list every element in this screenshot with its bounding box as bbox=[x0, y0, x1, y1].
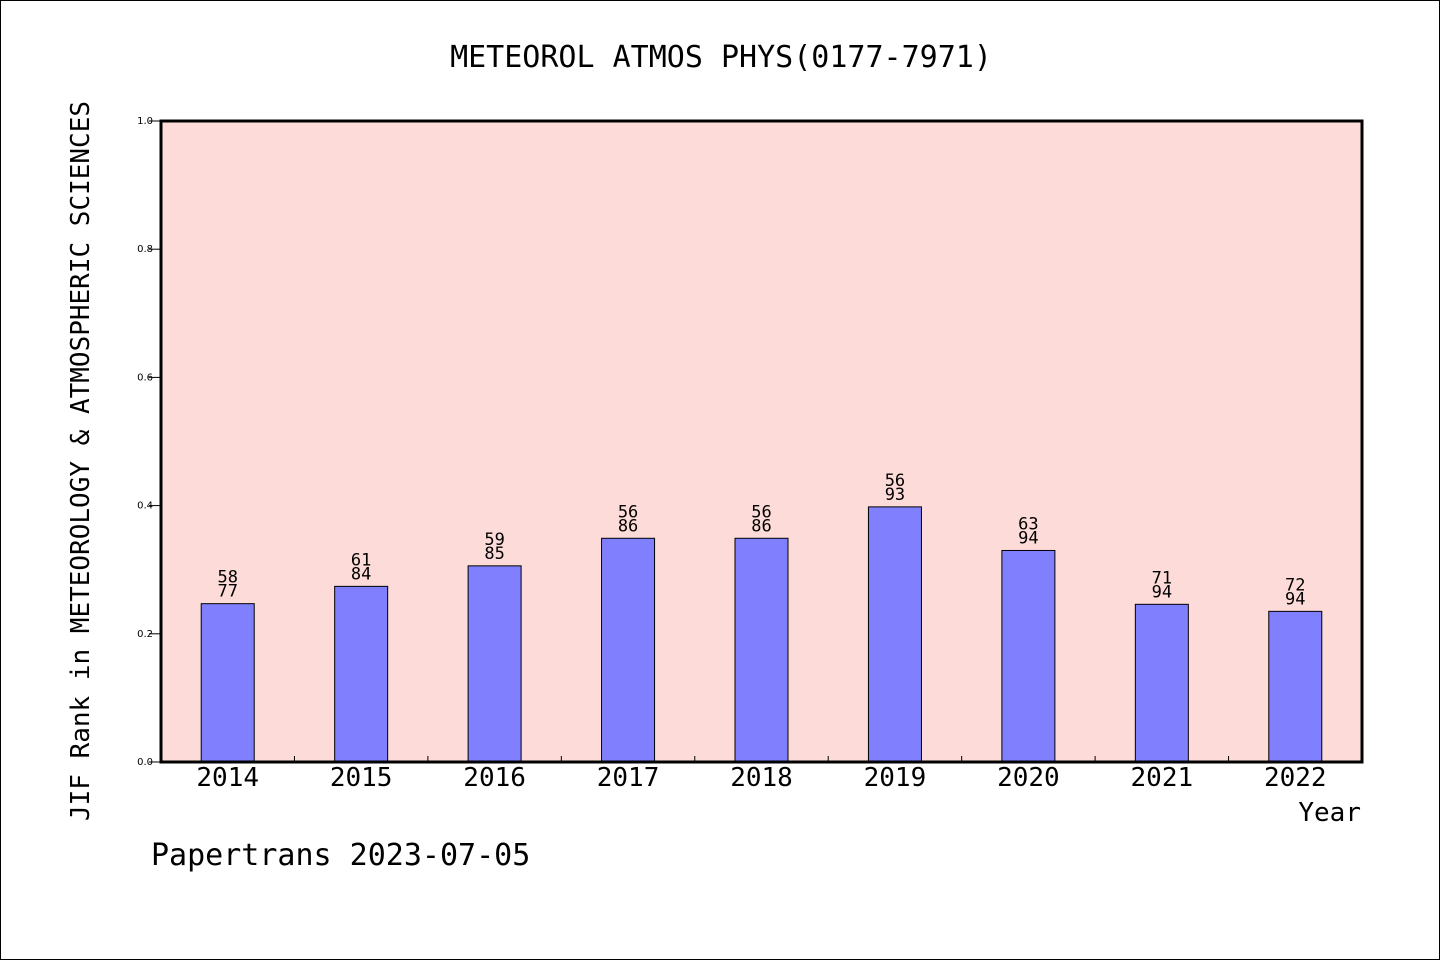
bars bbox=[200, 506, 1323, 763]
x-tick-label-2014: 2014 bbox=[196, 763, 259, 793]
bar-2019 bbox=[867, 506, 922, 763]
rank-label-2016: 59 bbox=[484, 530, 504, 550]
y-tick-label: 0.0 bbox=[137, 757, 153, 768]
bar-2021 bbox=[1134, 603, 1189, 763]
total-label-2015: 84 bbox=[351, 564, 371, 584]
footer-credit: Papertrans 2023-07-05 bbox=[151, 838, 530, 873]
total-label-2014: 77 bbox=[217, 582, 237, 602]
plot-border bbox=[159, 119, 1364, 764]
bar-2020 bbox=[1001, 549, 1056, 763]
y-tick-label: 0.4 bbox=[137, 501, 153, 512]
total-label-2017: 86 bbox=[618, 516, 638, 536]
bar-2014 bbox=[200, 603, 255, 763]
rank-label-2020: 63 bbox=[1018, 514, 1038, 534]
x-tick-label-2016: 2016 bbox=[463, 763, 526, 793]
x-tick-label-2020: 2020 bbox=[997, 763, 1060, 793]
rank-label-2018: 56 bbox=[751, 502, 771, 522]
bar-2017 bbox=[601, 537, 656, 763]
bar-2016 bbox=[467, 565, 522, 763]
rank-label-2017: 56 bbox=[618, 502, 638, 522]
rank-label-2015: 61 bbox=[351, 550, 371, 570]
total-label-2019: 93 bbox=[885, 485, 905, 505]
x-tick-label-2019: 2019 bbox=[864, 763, 927, 793]
x-tick-label-2015: 2015 bbox=[330, 763, 393, 793]
total-label-2022: 94 bbox=[1285, 589, 1305, 609]
y-tick-label: 0.8 bbox=[137, 244, 153, 255]
x-tick-label-2018: 2018 bbox=[730, 763, 793, 793]
bar-2018 bbox=[734, 537, 789, 763]
chart-title: METEOROL ATMOS PHYS(0177-7971) bbox=[450, 40, 992, 75]
y-tick-label: 1.0 bbox=[137, 116, 153, 127]
x-axis-label: Year bbox=[1298, 798, 1361, 828]
x-tick-label-2022: 2022 bbox=[1264, 763, 1327, 793]
y-tick-label: 0.2 bbox=[137, 629, 153, 640]
rank-label-2022: 72 bbox=[1285, 575, 1305, 595]
y-axis: 0.0 0.2 0.4 0.6 0.8 1.0 bbox=[137, 116, 161, 768]
y-tick-label: 0.6 bbox=[137, 372, 153, 383]
total-label-2016: 85 bbox=[484, 544, 504, 564]
total-label-2020: 94 bbox=[1018, 528, 1038, 548]
x-axis: 2014 2015 2016 2017 2018 2019 2020 2021 2022 bbox=[196, 756, 1327, 793]
total-label-2018: 86 bbox=[751, 516, 771, 536]
x-tick-label-2017: 2017 bbox=[597, 763, 660, 793]
bar-2022 bbox=[1268, 610, 1323, 763]
rank-label-2021: 71 bbox=[1152, 568, 1172, 588]
rank-label-2014: 58 bbox=[217, 568, 237, 588]
total-label-2021: 94 bbox=[1152, 582, 1172, 602]
rank-label-2019: 56 bbox=[885, 471, 905, 491]
bar-2015 bbox=[334, 585, 389, 763]
x-tick-label-2021: 2021 bbox=[1131, 763, 1194, 793]
y-axis-label: JIF Rank in METEOROLOGY & ATMOSPHERIC SC… bbox=[66, 101, 96, 821]
